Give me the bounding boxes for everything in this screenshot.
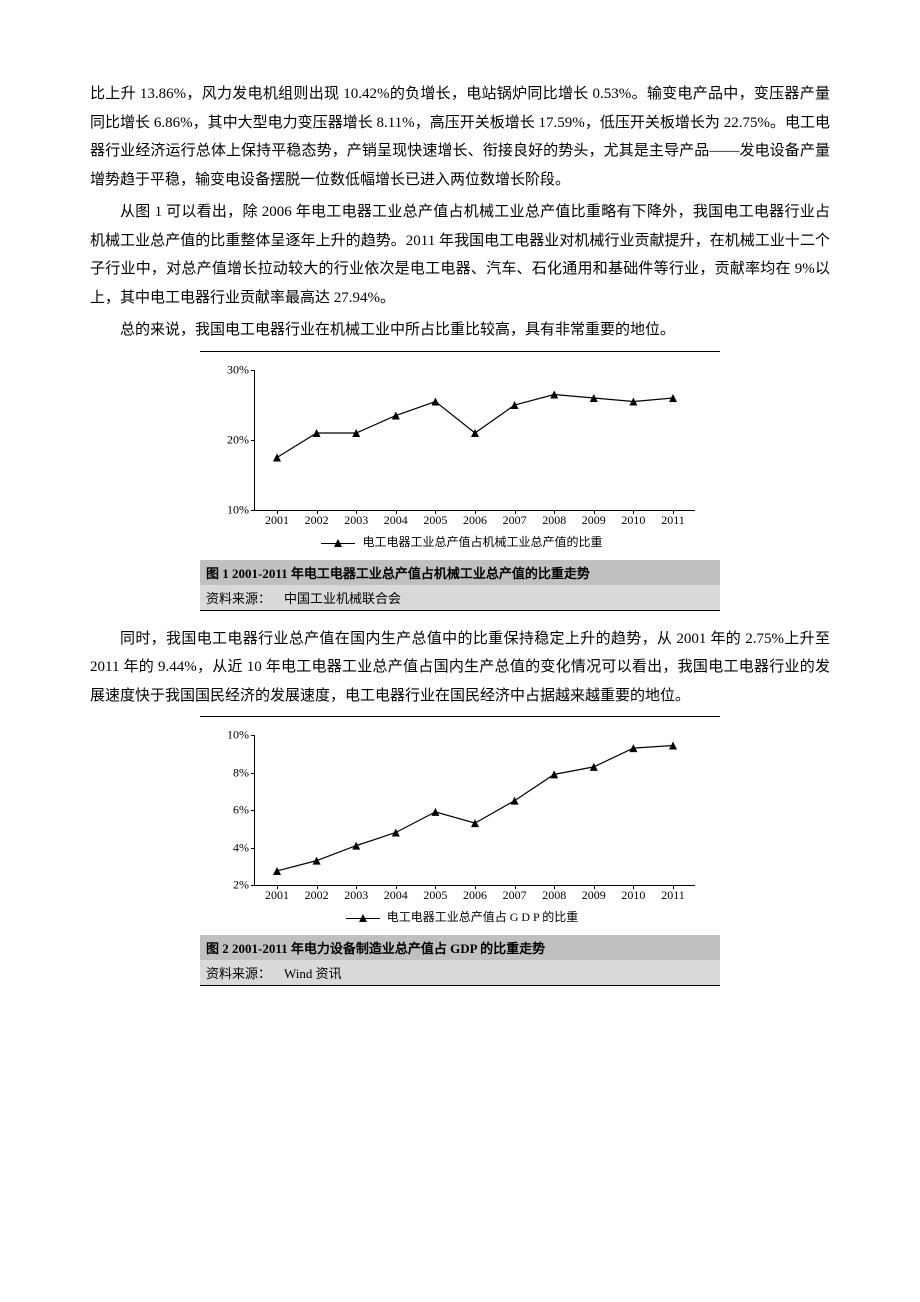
x-tick-label: 2001 [265, 888, 289, 903]
y-tick-label: 30% [211, 362, 249, 377]
x-tick-label: 2006 [463, 513, 487, 528]
legend-marker-icon [321, 538, 355, 548]
x-tick-label: 2006 [463, 888, 487, 903]
chart-1-bottom-rule [200, 610, 720, 611]
document-page: 比上升 13.86%，风力发电机组则出现 10.42%的负增长，电站锅炉同比增长… [0, 0, 920, 1060]
chart-1-plot: 10%20%30%2001200220032004200520062007200… [254, 370, 695, 511]
x-tick-label: 2007 [503, 513, 527, 528]
x-tick-label: 2009 [582, 888, 606, 903]
chart-2-plot: 2%4%6%8%10%20012002200320042005200620072… [254, 735, 695, 886]
y-tick-label: 10% [211, 502, 249, 517]
x-tick-label: 2008 [542, 513, 566, 528]
x-tick-label: 2004 [384, 513, 408, 528]
chart-1-source: 资料来源： 中国工业机械联合会 [200, 585, 720, 610]
chart-2-bottom-rule [200, 985, 720, 986]
x-tick-label: 2011 [661, 513, 685, 528]
paragraph-1: 比上升 13.86%，风力发电机组则出现 10.42%的负增长，电站锅炉同比增长… [90, 80, 830, 194]
chart-1-legend-label: 电工电器工业总产值占机械工业总产值的比重 [362, 535, 602, 549]
y-tick-label: 8% [211, 765, 249, 780]
chart-1-area: 10% 20% 30% 2001 2002 2003 2004 2005 2006 2007 200… [200, 352, 720, 560]
paragraph-4: 同时，我国电工电器行业总产值在国内生产总值中的比重保持稳定上升的趋势，从 200… [90, 625, 830, 711]
paragraph-3: 总的来说，我国电工电器行业在机械工业中所占比重比较高，具有非常重要的地位。 [90, 316, 830, 345]
x-tick-label: 2010 [621, 888, 645, 903]
x-tick-label: 2005 [423, 513, 447, 528]
chart-2-block: 2% 4% 6% 8% 10% 2001 2002 2003 2004 2005 2006 2007 2… [200, 716, 720, 986]
paragraph-2: 从图 1 可以看出，除 2006 年电工电器工业总产值占机械工业总产值比重略有下… [90, 198, 830, 312]
chart-2-source: 资料来源： Wind 资讯 [200, 960, 720, 985]
chart-2-legend-label: 电工电器工业总产值占 G D P 的比重 [387, 910, 579, 924]
x-tick-label: 2005 [423, 888, 447, 903]
x-tick-label: 2001 [265, 513, 289, 528]
chart-2-caption: 图 2 2001-2011 年电力设备制造业总产值占 GDP 的比重走势 [200, 935, 720, 960]
y-tick-label: 6% [211, 803, 249, 818]
x-tick-label: 2003 [344, 888, 368, 903]
x-tick-label: 2004 [384, 888, 408, 903]
chart-1-source-label: 资料来源： [206, 591, 271, 606]
y-tick-label: 2% [211, 878, 249, 893]
chart-2-source-label: 资料来源： [206, 966, 271, 981]
x-tick-label: 2011 [661, 888, 685, 903]
y-tick-label: 4% [211, 840, 249, 855]
x-tick-label: 2007 [503, 888, 527, 903]
chart-2-source-value: Wind 资讯 [284, 966, 342, 981]
chart-1-block: 10% 20% 30% 2001 2002 2003 2004 2005 2006 2007 200… [200, 351, 720, 611]
x-tick-label: 2003 [344, 513, 368, 528]
x-tick-label: 2009 [582, 513, 606, 528]
x-tick-label: 2002 [305, 513, 329, 528]
x-tick-label: 2008 [542, 888, 566, 903]
legend-marker-icon [346, 913, 380, 923]
y-tick-label: 10% [211, 728, 249, 743]
chart-1-source-value: 中国工业机械联合会 [284, 591, 401, 606]
y-tick-label: 20% [211, 432, 249, 447]
chart-1-caption: 图 1 2001-2011 年电工电器工业总产值占机械工业总产值的比重走势 [200, 560, 720, 585]
chart-2-area: 2% 4% 6% 8% 10% 2001 2002 2003 2004 2005 2006 2007 2… [200, 717, 720, 935]
x-tick-label: 2002 [305, 888, 329, 903]
x-tick-label: 2010 [621, 513, 645, 528]
